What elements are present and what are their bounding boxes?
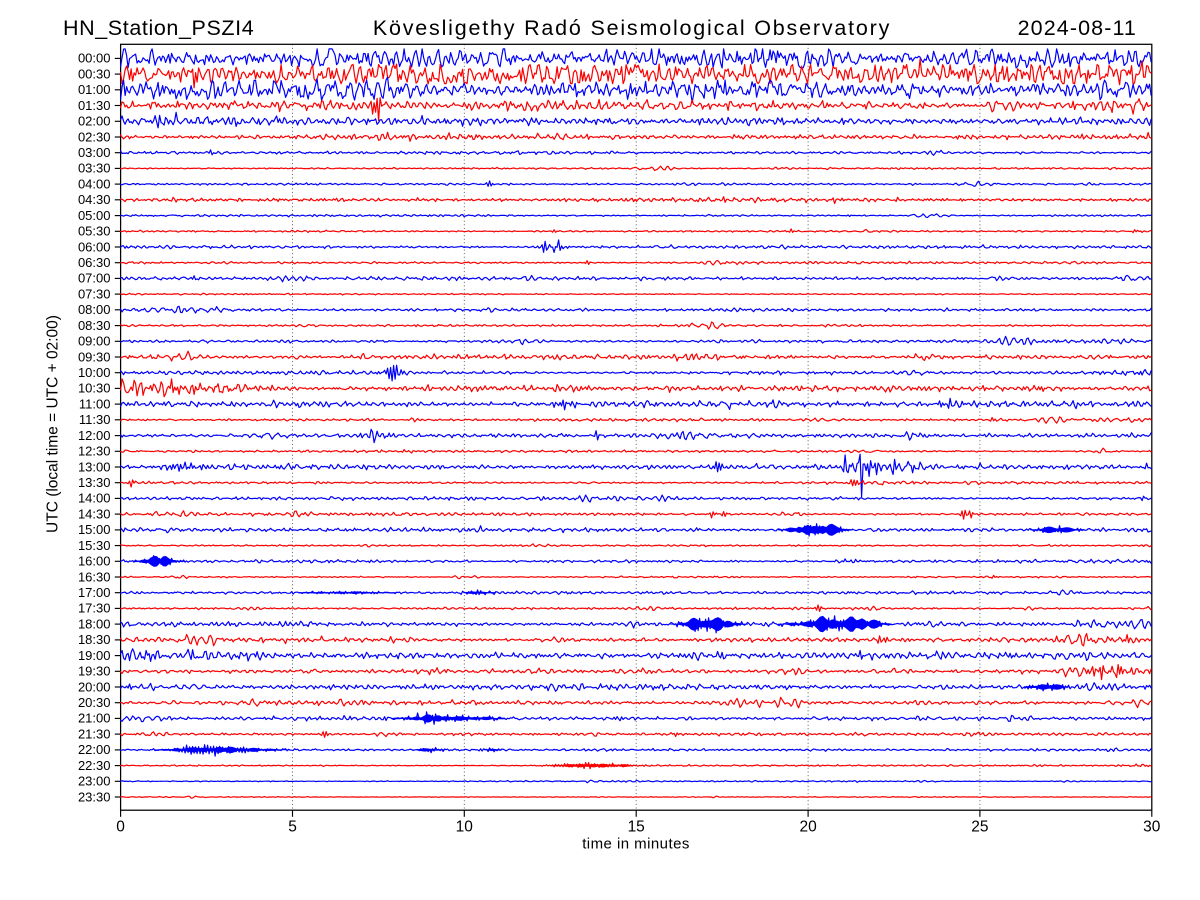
svg-text:08:30: 08:30	[78, 318, 111, 333]
svg-text:14:00: 14:00	[78, 491, 111, 506]
svg-text:05:00: 05:00	[78, 208, 111, 223]
svg-text:22:30: 22:30	[78, 758, 111, 773]
svg-text:04:30: 04:30	[78, 192, 111, 207]
svg-text:00:00: 00:00	[78, 51, 111, 66]
svg-text:10: 10	[456, 819, 474, 836]
svg-text:15:00: 15:00	[78, 522, 111, 537]
svg-text:10:00: 10:00	[78, 365, 111, 380]
svg-text:01:30: 01:30	[78, 98, 111, 113]
svg-text:15:30: 15:30	[78, 538, 111, 553]
svg-text:02:00: 02:00	[78, 114, 111, 129]
svg-text:13:30: 13:30	[78, 475, 111, 490]
svg-text:12:30: 12:30	[78, 444, 111, 459]
svg-text:09:30: 09:30	[78, 349, 111, 364]
svg-text:0: 0	[116, 819, 125, 836]
svg-text:25: 25	[971, 819, 988, 836]
svg-text:UTC (local time = UTC + 02:00): UTC (local time = UTC + 02:00)	[45, 315, 62, 533]
svg-text:07:30: 07:30	[78, 286, 111, 301]
svg-text:20: 20	[799, 819, 817, 836]
svg-text:5: 5	[288, 819, 297, 836]
svg-text:18:00: 18:00	[78, 616, 111, 631]
svg-text:22:00: 22:00	[78, 742, 111, 757]
svg-text:11:00: 11:00	[79, 396, 111, 411]
svg-text:04:00: 04:00	[78, 176, 111, 191]
svg-text:08:00: 08:00	[78, 302, 111, 317]
svg-text:2024-08-11: 2024-08-11	[1018, 16, 1137, 40]
svg-text:19:00: 19:00	[78, 648, 111, 663]
svg-text:time in minutes: time in minutes	[582, 836, 690, 853]
svg-text:02:30: 02:30	[78, 129, 111, 144]
svg-text:06:30: 06:30	[78, 255, 111, 270]
svg-text:HN_Station_PSZI4: HN_Station_PSZI4	[63, 16, 254, 40]
svg-text:17:30: 17:30	[78, 601, 111, 616]
svg-text:23:30: 23:30	[78, 789, 111, 804]
svg-text:18:30: 18:30	[78, 632, 111, 647]
svg-text:00:30: 00:30	[78, 66, 111, 81]
svg-text:11:30: 11:30	[79, 412, 111, 427]
svg-text:20:00: 20:00	[78, 679, 111, 694]
svg-text:19:30: 19:30	[78, 664, 111, 679]
svg-text:16:00: 16:00	[78, 554, 111, 569]
svg-text:05:30: 05:30	[78, 224, 111, 239]
svg-text:09:00: 09:00	[78, 334, 111, 349]
svg-text:07:00: 07:00	[78, 271, 111, 286]
svg-text:17:00: 17:00	[78, 585, 111, 600]
svg-text:13:00: 13:00	[78, 459, 111, 474]
svg-text:06:00: 06:00	[78, 239, 111, 254]
svg-text:Kövesligethy Radó Seismologica: Kövesligethy Radó Seismological Observat…	[373, 16, 891, 40]
svg-text:03:00: 03:00	[78, 145, 111, 160]
svg-text:16:30: 16:30	[78, 569, 111, 584]
svg-text:21:00: 21:00	[78, 711, 111, 726]
svg-text:14:30: 14:30	[78, 506, 111, 521]
svg-text:12:00: 12:00	[78, 428, 111, 443]
svg-text:21:30: 21:30	[78, 726, 111, 741]
svg-text:10:30: 10:30	[78, 381, 111, 396]
svg-text:01:00: 01:00	[78, 82, 111, 97]
svg-text:30: 30	[1143, 819, 1161, 836]
svg-text:15: 15	[628, 819, 645, 836]
svg-text:23:00: 23:00	[78, 774, 111, 789]
svg-text:03:30: 03:30	[78, 161, 111, 176]
svg-text:20:30: 20:30	[78, 695, 111, 710]
